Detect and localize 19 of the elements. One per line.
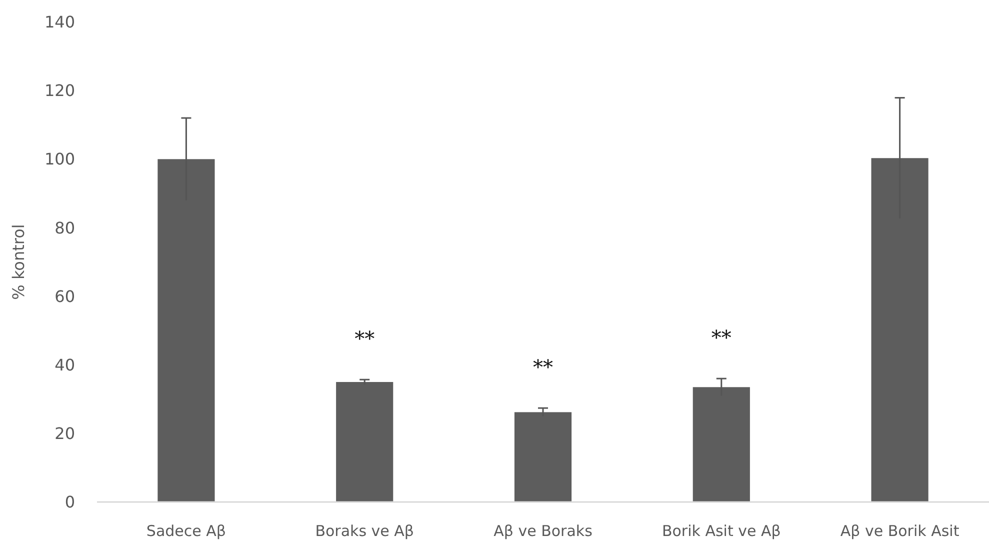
annotation: ** (533, 355, 553, 380)
annotation: ** (711, 326, 732, 350)
y-axis-title: % kontrol (9, 224, 28, 300)
bar (514, 412, 572, 502)
x-tick-label: Sadece Aβ (146, 522, 226, 540)
y-tick-label: 80 (54, 218, 75, 238)
y-tick-label: 100 (44, 150, 75, 169)
bar (336, 382, 394, 502)
y-tick-label: 60 (54, 286, 75, 306)
x-tick-label: Aβ ve Borik Asit (840, 522, 960, 540)
y-tick-label: 0 (64, 492, 75, 512)
y-tick-label: 20 (54, 424, 75, 444)
x-tick-label: Boraks ve Aβ (315, 522, 414, 540)
y-tick-label: 140 (44, 12, 75, 32)
annotation: ** (354, 326, 375, 351)
x-tick-label: Aβ ve Boraks (494, 522, 593, 540)
y-tick-label: 120 (44, 81, 75, 100)
y-tick-label: 40 (54, 355, 75, 374)
x-tick-label: Borik Asit ve Aβ (662, 522, 781, 540)
